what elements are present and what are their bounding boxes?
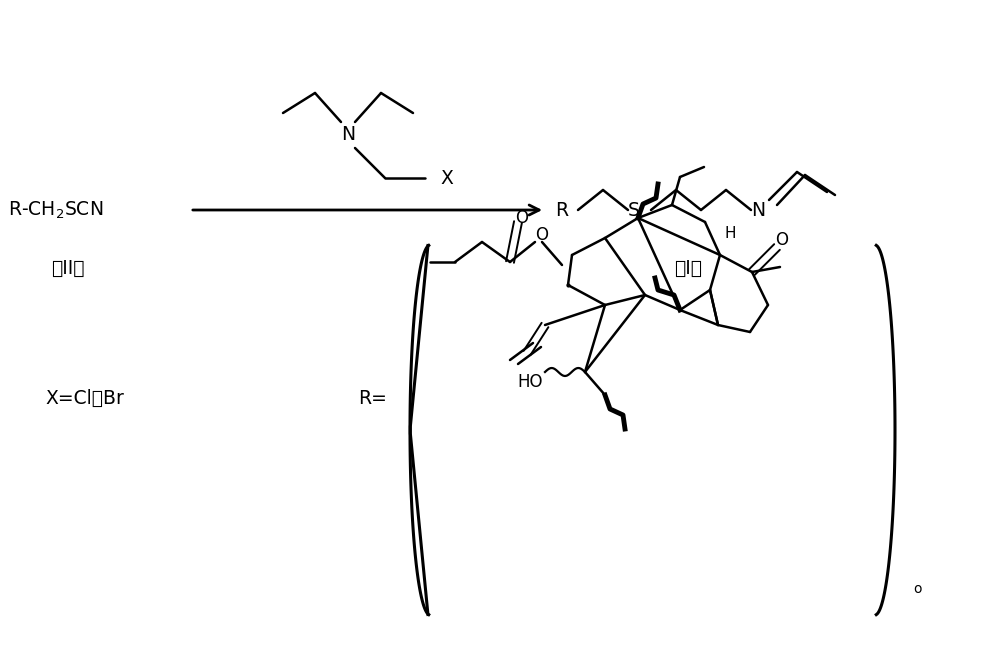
Text: HO: HO bbox=[518, 373, 543, 391]
Text: O: O bbox=[775, 231, 788, 249]
Text: X: X bbox=[440, 168, 453, 187]
Text: R-CH$_2$SCN: R-CH$_2$SCN bbox=[8, 199, 103, 220]
Text: R=: R= bbox=[358, 389, 387, 407]
Text: H: H bbox=[725, 226, 736, 240]
Text: O: O bbox=[516, 209, 528, 227]
Text: （I）: （I） bbox=[674, 259, 702, 277]
Text: N: N bbox=[751, 201, 765, 220]
Text: O: O bbox=[536, 226, 548, 244]
Text: N: N bbox=[341, 125, 355, 145]
Text: （II）: （II） bbox=[51, 259, 85, 277]
Text: S: S bbox=[628, 201, 640, 220]
Text: X=Cl，Br: X=Cl，Br bbox=[45, 389, 124, 407]
Text: o: o bbox=[913, 581, 922, 596]
Text: R: R bbox=[555, 201, 568, 220]
